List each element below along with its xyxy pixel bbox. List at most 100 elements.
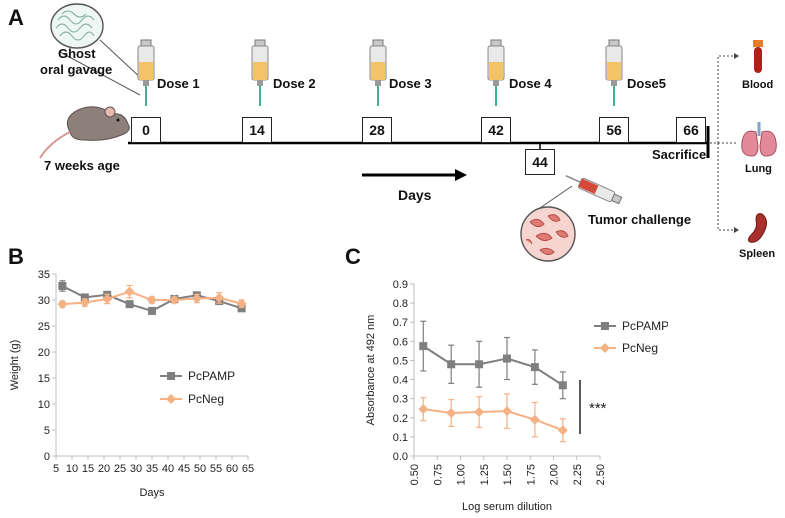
organ-label-spleen: Spleen xyxy=(739,248,776,260)
x-tick-label: 60 xyxy=(226,463,238,475)
data-point-pcpamp xyxy=(419,342,428,351)
dose-1-label: Dose 1 xyxy=(157,76,200,91)
legend-marker-pcneg xyxy=(600,343,610,353)
tumor-cells-pattern xyxy=(525,214,569,256)
mouse-icon xyxy=(39,106,130,159)
data-point-pcpamp xyxy=(530,363,539,372)
syringe-dose-4-icon xyxy=(487,39,505,106)
x-tick-label: 30 xyxy=(130,463,142,475)
x-tick-label: 50 xyxy=(194,463,206,475)
data-point-pcpamp xyxy=(503,354,511,363)
x-tick-label: 2.00 xyxy=(549,464,561,485)
x-tick-label: 25 xyxy=(114,463,126,475)
organ-connector-arrow xyxy=(734,227,739,233)
day-box-44: 44 xyxy=(525,149,555,175)
y-tick-label: 0.4 xyxy=(393,375,408,387)
dose-4-label: Dose 4 xyxy=(509,76,552,91)
data-point-pcpamp xyxy=(58,281,67,290)
x-tick-label: 1.25 xyxy=(479,464,491,485)
x-tick-label: 5 xyxy=(53,463,59,475)
data-point-pcpamp xyxy=(475,360,484,369)
significance-annotation: *** xyxy=(589,400,607,417)
y-tick-label: 0 xyxy=(44,451,50,463)
data-point-pcneg xyxy=(191,293,202,304)
y-tick-label: 20 xyxy=(38,347,50,359)
legend-label-pcpamp: PcPAMP xyxy=(188,369,235,383)
sacrifice-label: Sacrifice xyxy=(652,147,707,162)
y-tick-label: 5 xyxy=(44,425,50,437)
y-tick-label: 0.0 xyxy=(393,451,408,463)
panel-label-c: C xyxy=(345,244,361,269)
zoom-line xyxy=(59,51,141,96)
panel-label-b: B xyxy=(8,244,24,269)
data-point-pcneg xyxy=(57,299,68,310)
x-tick-label: 55 xyxy=(210,463,222,475)
data-point-pcneg xyxy=(474,407,485,418)
x-tick-label: 40 xyxy=(162,463,174,475)
dose-3-label: Dose 3 xyxy=(389,76,432,91)
zoom-line xyxy=(99,39,144,81)
tumor-syringe-icon xyxy=(565,174,623,205)
x-tick-label: 2.25 xyxy=(572,464,584,485)
ghost-cells-icon xyxy=(50,3,104,49)
legend-marker-pcpamp xyxy=(601,322,609,330)
x-tick-label: 0.50 xyxy=(409,464,421,485)
organ-label-lung: Lung xyxy=(745,163,772,175)
syringe-dose-1-icon xyxy=(137,39,155,106)
y-tick-label: 0.2 xyxy=(393,413,408,425)
x-axis-label: Days xyxy=(139,487,165,499)
data-point-pcpamp xyxy=(80,293,89,302)
x-tick-label: 15 xyxy=(82,463,94,475)
x-tick-label: 45 xyxy=(178,463,190,475)
data-point-pcneg xyxy=(214,292,225,303)
x-tick-label: 10 xyxy=(66,463,78,475)
data-point-pcpamp xyxy=(558,381,567,390)
x-tick-label: 1.75 xyxy=(525,464,537,485)
y-tick-label: 35 xyxy=(38,269,50,281)
day-box-66: 66 xyxy=(676,117,706,143)
day-box-14: 14 xyxy=(242,117,272,143)
data-point-pcneg xyxy=(502,406,512,417)
data-point-pcneg xyxy=(102,293,113,304)
organ-connector xyxy=(710,55,734,231)
x-axis-label: Log serum dilution xyxy=(462,501,552,513)
y-tick-label: 15 xyxy=(38,373,50,385)
y-tick-label: 0.5 xyxy=(393,355,408,367)
legend-marker-pcneg xyxy=(166,394,176,404)
organ-connector-arrow xyxy=(734,53,739,59)
x-tick-label: 2.50 xyxy=(595,464,607,485)
tumor-challenge-label: Tumor challenge xyxy=(588,212,692,227)
x-tick-label: 1.50 xyxy=(502,464,514,485)
ghost-cells-pattern xyxy=(55,10,95,41)
data-point-pcpamp xyxy=(125,300,134,309)
y-tick-label: 0.1 xyxy=(393,432,408,444)
data-point-pcneg xyxy=(529,414,540,425)
data-point-pcpamp xyxy=(447,360,456,369)
day-box-0: 0 xyxy=(131,117,161,143)
panel-label-a: A xyxy=(8,5,24,30)
syringe-dose-5-icon xyxy=(605,39,623,106)
x-tick-label: 35 xyxy=(146,463,158,475)
organ-label-blood: Blood xyxy=(742,79,774,91)
data-point-pcneg xyxy=(169,295,180,305)
x-tick-label: 20 xyxy=(98,463,110,475)
ghost-label-line2: oral gavage xyxy=(40,62,113,77)
blood-tube-icon xyxy=(753,40,763,73)
y-tick-label: 10 xyxy=(38,399,50,411)
data-point-pcpamp xyxy=(148,306,156,315)
dose-5-label: Dose5 xyxy=(627,76,667,91)
zoom-line xyxy=(539,185,573,209)
y-tick-label: 0.7 xyxy=(393,317,408,329)
y-tick-label: 0.3 xyxy=(393,394,408,406)
data-point-pcneg xyxy=(418,404,429,415)
series-line-pcneg xyxy=(423,408,564,432)
data-point-pcneg xyxy=(446,408,457,418)
data-point-pcneg xyxy=(557,425,568,436)
y-axis-label: Absorbance at 492 nm xyxy=(365,315,377,426)
dose-2-label: Dose 2 xyxy=(273,76,316,91)
lung-icon xyxy=(741,122,777,157)
syringe-dose-3-icon xyxy=(369,39,387,106)
day-box-28: 28 xyxy=(362,117,392,143)
ghost-label-line1: Ghost xyxy=(58,46,96,61)
